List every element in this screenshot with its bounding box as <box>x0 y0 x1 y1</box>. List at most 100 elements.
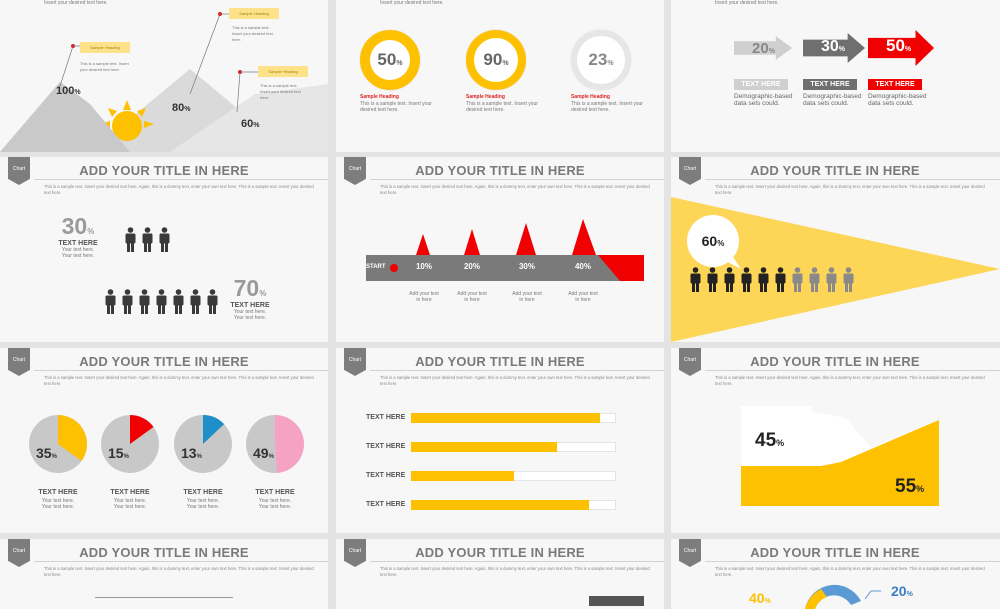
slide-arrow-chart[interactable]: Insert your desired text here. 20% TEXT H… <box>671 0 1000 152</box>
bar-fill <box>411 471 514 481</box>
chart-tag: Chart <box>8 539 30 567</box>
arrow-text: Demographic-based data sets could. <box>803 93 862 107</box>
arrow-label: TEXT HERE <box>734 79 788 90</box>
bar-label: TEXT HERE <box>366 443 406 450</box>
step-peak-1 <box>416 234 430 255</box>
ring-text: This is a sample text. Insert your desir… <box>571 101 643 113</box>
slide-people-compare[interactable]: Chart ADD YOUR TITLE IN HERE This is a s… <box>0 157 328 342</box>
slide-desc: This is a sample text. Insert your desir… <box>44 184 314 195</box>
person-icon <box>707 267 718 292</box>
title-rule <box>705 561 1000 562</box>
slide-title: ADD YOUR TITLE IN HERE <box>79 354 249 369</box>
group-label: TEXT HERE <box>58 240 98 247</box>
pie-chart <box>246 415 304 473</box>
person-icon <box>122 289 133 314</box>
arrow-value: 30% <box>821 38 846 55</box>
slide-desc: This is a sample text. Insert your desir… <box>715 184 985 195</box>
slide-ring-chart[interactable]: Insert your desired text here. 50% Sample… <box>336 0 664 152</box>
ring-item: 50% <box>360 30 420 90</box>
pie-text: Your text here. <box>186 498 220 504</box>
mountain-svg <box>0 12 328 152</box>
step-peak-2 <box>464 229 480 255</box>
value-a: 40% <box>749 590 771 606</box>
slide-desc: This is a sample text. Insert your desir… <box>44 375 314 386</box>
title-rule <box>705 179 1000 180</box>
bubble-value: 60% <box>701 233 725 249</box>
person-icon <box>190 289 201 314</box>
partial-donut-svg <box>805 584 881 609</box>
ring-value: 23% <box>588 50 614 69</box>
chart-tag: Chart <box>344 348 366 376</box>
slide-funnel-people[interactable]: Chart ADD YOUR TITLE IN HERE This is a s… <box>671 157 1000 342</box>
step-caption: Add your text <box>512 291 542 297</box>
partial-frame <box>95 597 233 598</box>
person-icon <box>125 227 136 252</box>
value-bubble <box>687 215 739 267</box>
slide-title: ADD YOUR TITLE IN HERE <box>750 545 920 560</box>
timeline-svg <box>366 219 644 281</box>
slide-row4-2[interactable]: Chart ADD YOUR TITLE IN HERE This is a s… <box>336 539 664 609</box>
group-text: Your text here. <box>61 247 95 253</box>
slide-pie-charts[interactable]: Chart ADD YOUR TITLE IN HERE This is a s… <box>0 348 328 533</box>
title-rule <box>34 561 328 562</box>
title-rule <box>705 370 1000 371</box>
area-yellow <box>741 420 939 506</box>
pie-chart <box>101 415 159 473</box>
peak-heading-2: Sample Heading <box>229 8 279 19</box>
pie-value: 49% <box>253 445 274 461</box>
slide-row4-1[interactable]: Chart ADD YOUR TITLE IN HERE This is a s… <box>0 539 328 609</box>
slide-title: ADD YOUR TITLE IN HERE <box>415 354 585 369</box>
title-rule <box>370 370 664 371</box>
step-peak-3 <box>516 223 536 255</box>
person-icon <box>809 267 820 292</box>
person-icon <box>173 289 184 314</box>
group-text-2: Your text here. <box>233 315 267 321</box>
ring-item: 90% <box>466 30 526 90</box>
pie-value: 13% <box>181 445 202 461</box>
slide-mountain-chart[interactable]: Insert your desired text here. Sample He… <box>0 0 328 152</box>
person-icon <box>690 267 701 292</box>
mountain-right <box>170 84 328 152</box>
arrow-label: TEXT HERE <box>803 79 857 90</box>
step-value: 30% <box>518 262 535 271</box>
arrow-value: 50% <box>886 36 912 55</box>
pie-label: TEXT HERE <box>110 489 150 496</box>
ring-heading: Sample Heading <box>360 94 399 100</box>
group-30: 30% TEXT HERE Your text here. Your text … <box>58 213 98 259</box>
slide-area-compare[interactable]: Chart ADD YOUR TITLE IN HERE This is a s… <box>671 348 1000 533</box>
slide-timeline[interactable]: Chart ADD YOUR TITLE IN HERE This is a s… <box>336 157 664 342</box>
person-icon <box>792 267 803 292</box>
group-value: 30% <box>61 213 95 239</box>
peak-value-3: 60% <box>241 118 260 130</box>
title-rule <box>34 179 328 180</box>
pie-value: 35% <box>36 445 57 461</box>
slide-row4-3[interactable]: Chart ADD YOUR TITLE IN HERE This is a s… <box>671 539 1000 609</box>
slide-bar-chart[interactable]: Chart ADD YOUR TITLE IN HERE This is a s… <box>336 348 664 533</box>
step-value: 10% <box>415 262 432 271</box>
chart-tag: Chart <box>344 157 366 185</box>
pie-label: TEXT HERE <box>183 489 223 496</box>
step-caption-2: in here <box>575 297 591 303</box>
bar-fill <box>411 500 590 510</box>
ring-text: This is a sample text. Insert your desir… <box>466 101 538 113</box>
sun-icon <box>112 111 142 141</box>
chart-tag: Chart <box>344 539 366 567</box>
pie-text: Your text here. <box>41 498 75 504</box>
title-rule <box>370 179 664 180</box>
slide-desc: This is a sample text. Insert your desir… <box>44 566 314 577</box>
person-icon <box>105 289 116 314</box>
pie-text-2: Your text here. <box>258 504 292 510</box>
person-icon <box>826 267 837 292</box>
bar-fill <box>411 442 557 452</box>
ring-value: 90% <box>483 50 509 69</box>
slide-title: ADD YOUR TITLE IN HERE <box>79 163 249 178</box>
step-caption: Add your text <box>409 291 439 297</box>
person-icon <box>724 267 735 292</box>
step-peak-4 <box>572 219 596 255</box>
peak-text-1: This is a sample text. Insert your desir… <box>80 61 129 72</box>
area-svg <box>741 406 939 506</box>
pie-chart <box>29 415 88 473</box>
group-text-2: Your text here. <box>61 253 95 259</box>
pie-slice <box>275 415 304 473</box>
chart-tag: Chart <box>679 539 701 567</box>
